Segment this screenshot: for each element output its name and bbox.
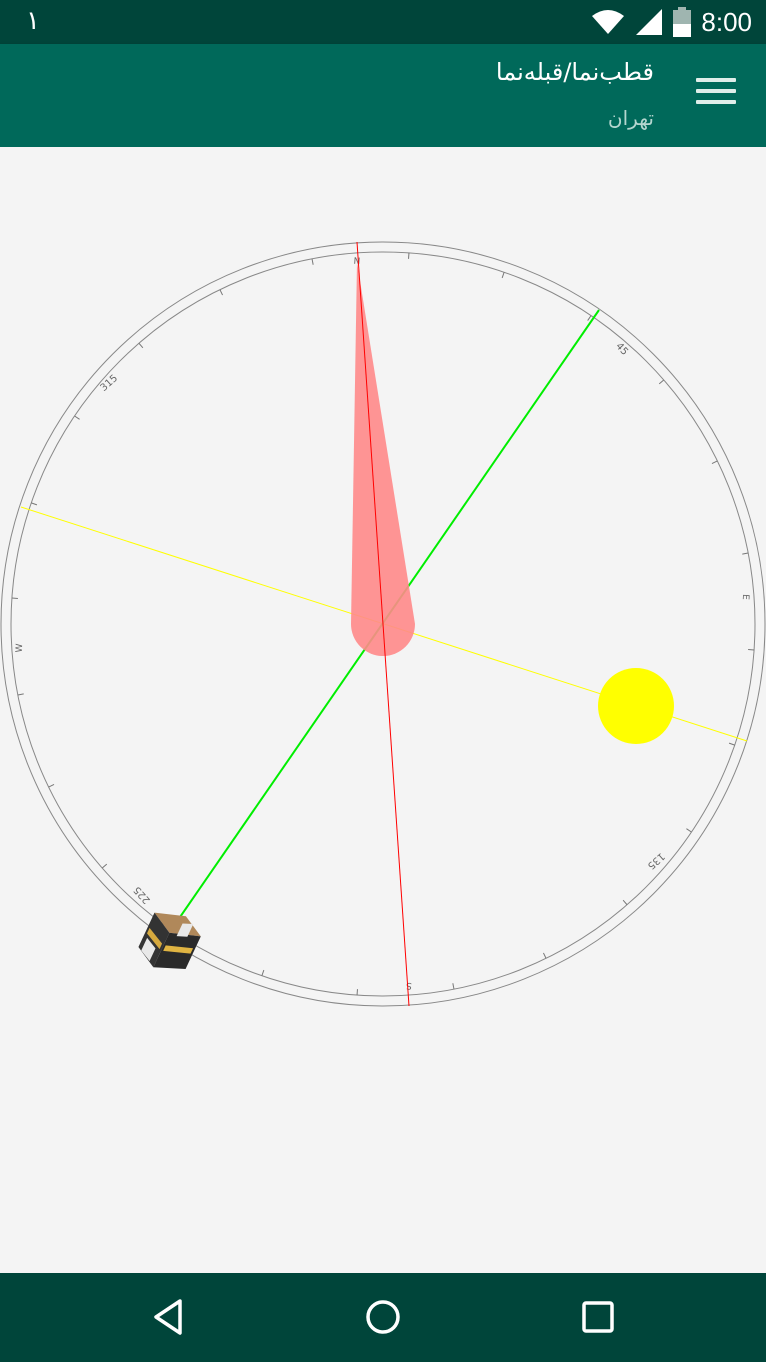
compass-tick: [311, 258, 314, 265]
compass-tick: [219, 289, 224, 296]
compass-area: N 45 E 135 S 225 W 315: [0, 147, 766, 1273]
page-title: قطب‌نما/قبله‌نما: [495, 58, 654, 86]
compass-needle: [351, 262, 415, 656]
status-icons: 8:00: [591, 0, 752, 44]
compass-tick: [452, 983, 455, 990]
compass-tick: [138, 342, 144, 349]
compass-tick: [711, 460, 718, 465]
status-bar: ۱ 8:00: [0, 0, 766, 44]
compass-dial: N 45 E 135 S 225 W 315: [0, 241, 766, 1007]
deg225-label: 225: [132, 884, 153, 906]
compass-tick: [728, 742, 735, 746]
back-icon: [154, 1299, 182, 1335]
compass-tick: [101, 863, 108, 869]
home-icon: [366, 1300, 400, 1334]
battery-icon: [673, 7, 692, 37]
east-label: E: [740, 594, 750, 601]
west-label: W: [15, 643, 25, 653]
recents-button[interactable]: [572, 1291, 624, 1343]
sun-icon: [598, 668, 674, 744]
compass-tick: [658, 379, 665, 385]
compass-tick: [48, 783, 55, 788]
south-label: S: [406, 980, 413, 990]
signal-icon: [636, 9, 663, 35]
app-bar: قطب‌نما/قبله‌نما تهران: [0, 44, 766, 147]
status-clock: 8:00: [701, 6, 752, 37]
compass-tick: [542, 952, 547, 959]
compass-inner-ring: [10, 251, 756, 997]
compass-tick: [261, 969, 265, 976]
kaaba-icon: [138, 912, 201, 969]
compass-tick: [742, 552, 749, 555]
north-south-line: [356, 241, 410, 1007]
compass-outer-ring: [0, 241, 766, 1007]
recents-icon: [582, 1301, 614, 1333]
deg315-label: 315: [99, 373, 121, 394]
compass-tick: [74, 415, 80, 420]
compass-ticks: [11, 252, 755, 996]
hamburger-menu-icon[interactable]: [696, 78, 736, 112]
navigation-bar: [0, 1273, 766, 1362]
compass-tick: [501, 272, 505, 279]
location-subtitle: تهران: [607, 106, 654, 130]
notification-indicator: ۱: [26, 6, 40, 36]
north-label: N: [353, 257, 360, 267]
compass-tick: [587, 315, 592, 321]
compass-tick: [17, 693, 24, 696]
compass-tick: [686, 828, 692, 833]
home-button[interactable]: [357, 1291, 409, 1343]
back-button[interactable]: [142, 1291, 194, 1343]
compass-tick: [622, 899, 628, 906]
wifi-icon: [592, 10, 625, 34]
compass-tick: [31, 502, 38, 506]
